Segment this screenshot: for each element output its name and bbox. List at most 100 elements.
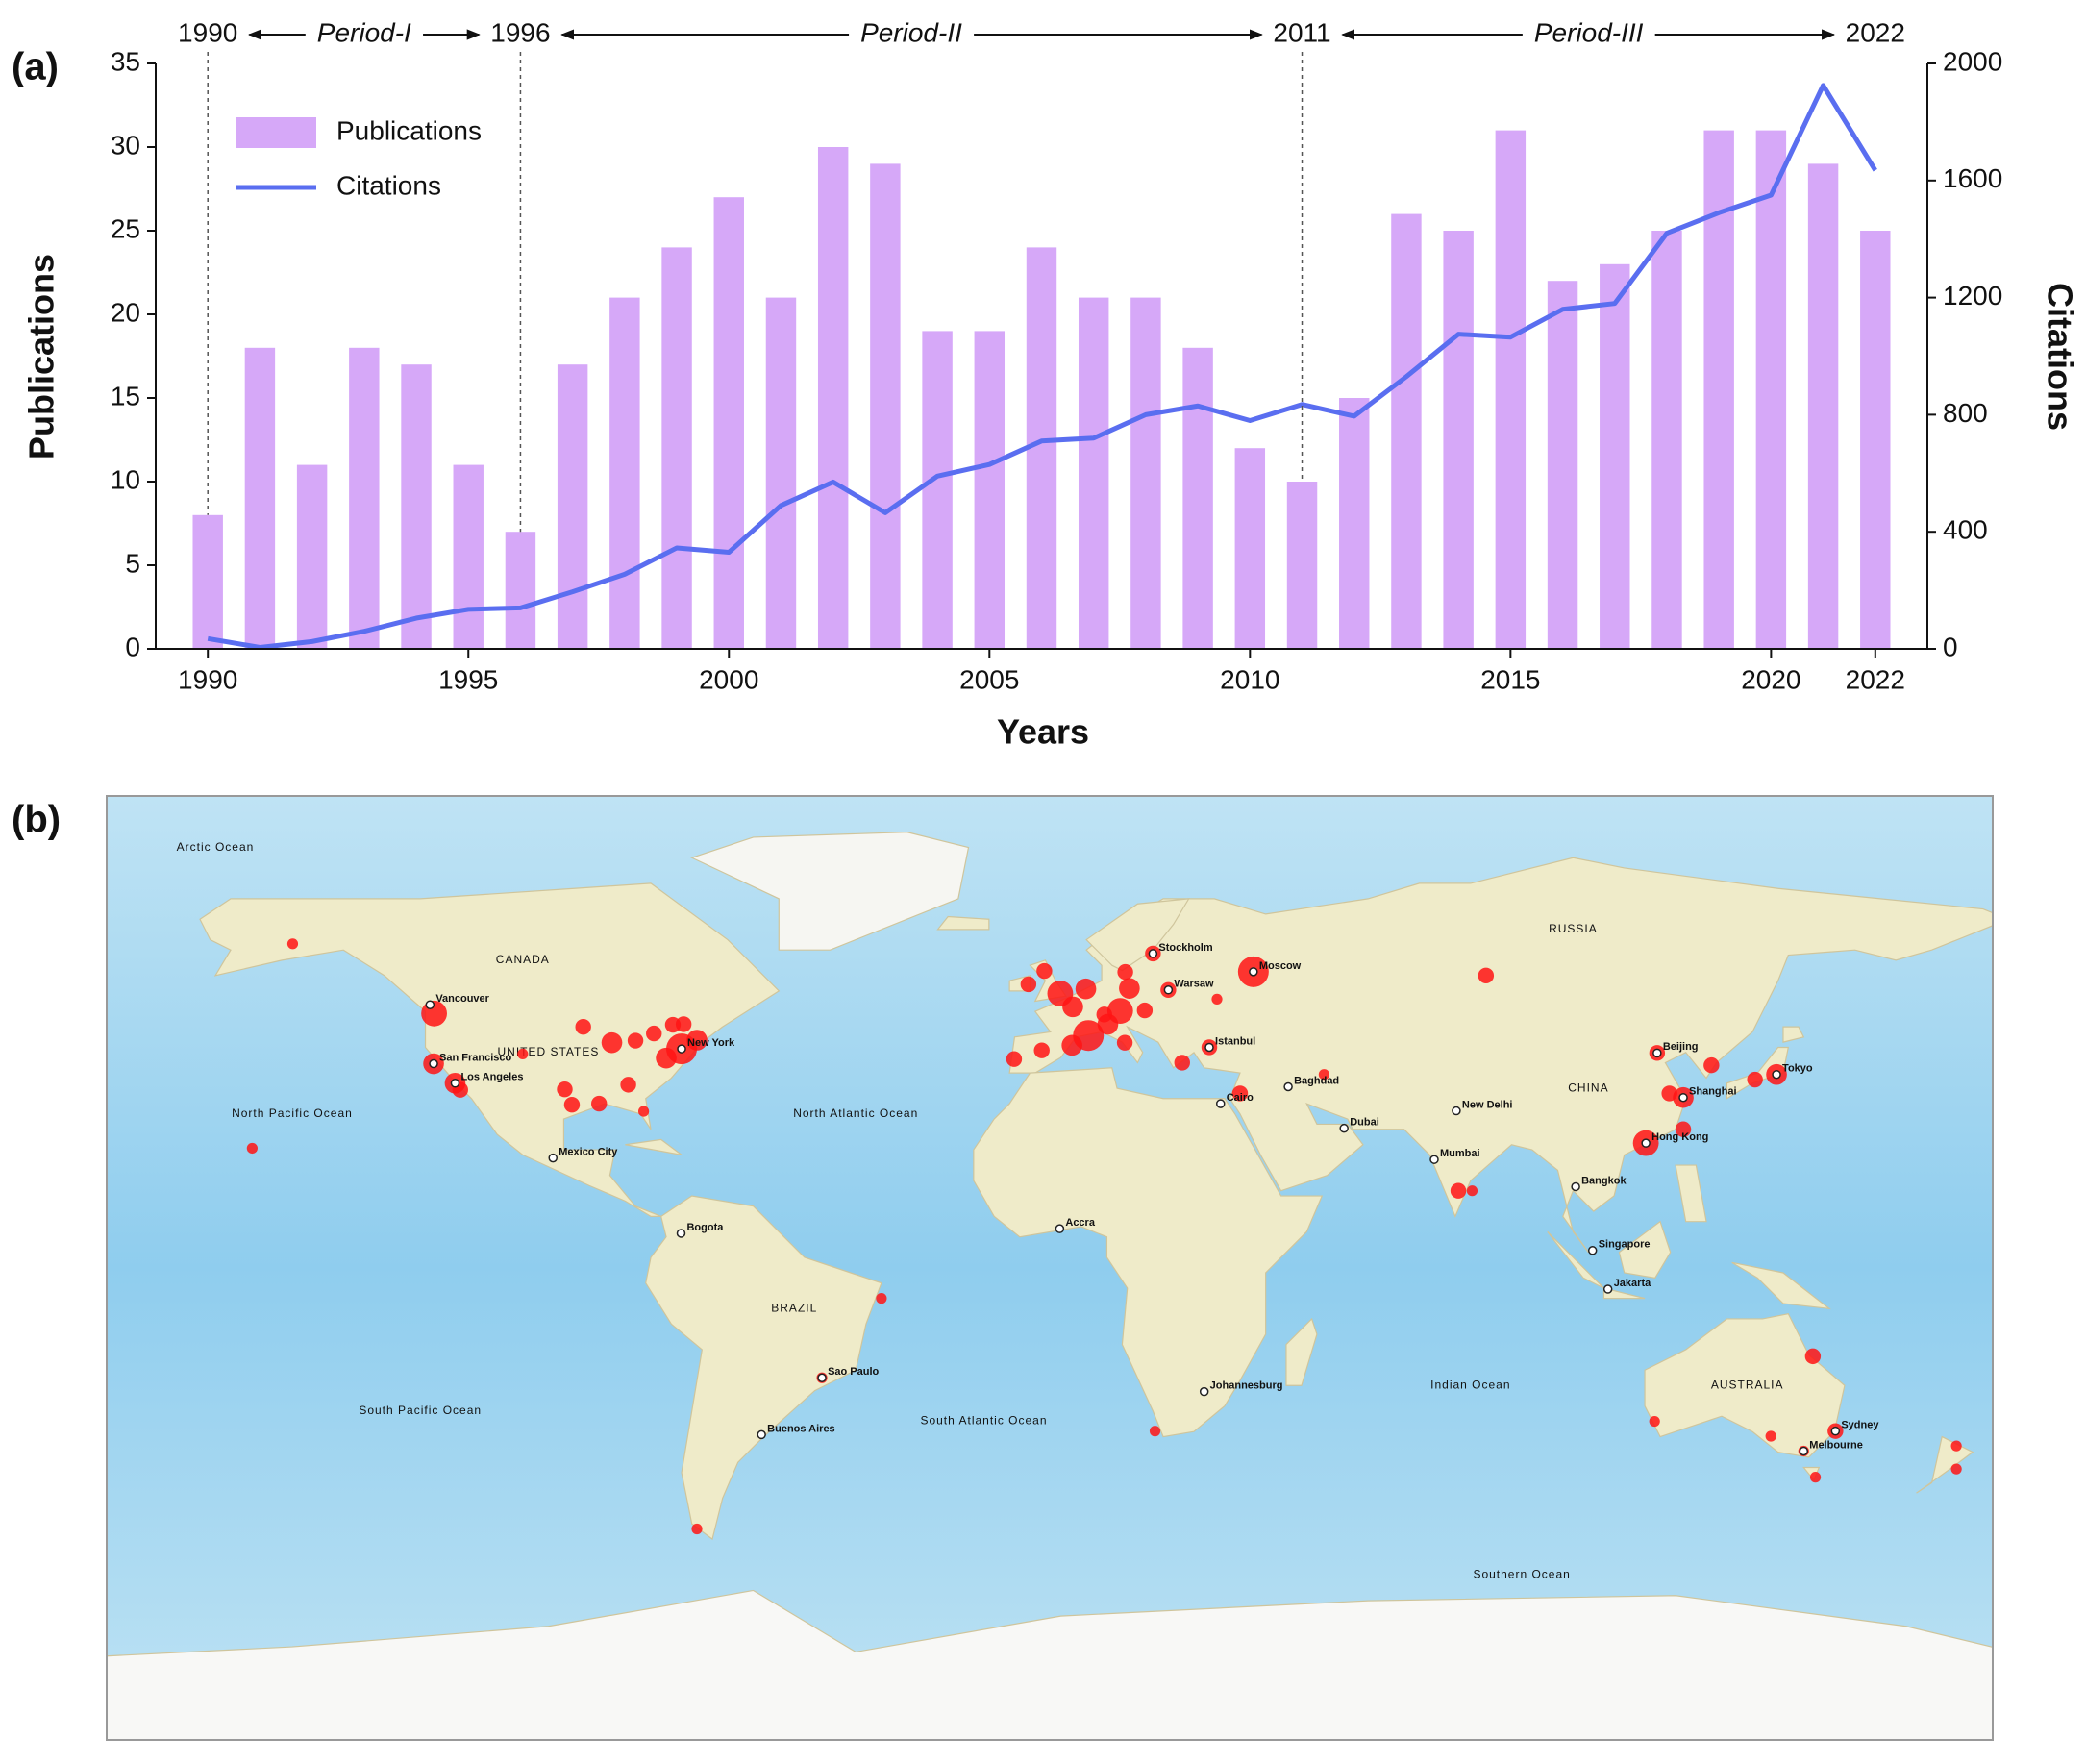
region-label: CHINA bbox=[1568, 1081, 1608, 1094]
city-label: Bogota bbox=[686, 1222, 724, 1233]
hotspot bbox=[876, 1293, 887, 1304]
city-label: Warsaw bbox=[1174, 979, 1214, 990]
city-label: Sydney bbox=[1841, 1420, 1879, 1431]
land bbox=[625, 1138, 683, 1155]
line bbox=[207, 83, 1877, 650]
city-label: Mumbai bbox=[1440, 1148, 1480, 1159]
land bbox=[645, 1195, 882, 1541]
city-label: Mexico City bbox=[559, 1147, 618, 1158]
city-marker bbox=[1830, 1426, 1841, 1436]
bar bbox=[453, 464, 484, 649]
ice bbox=[690, 832, 970, 951]
city-label: Johannesburg bbox=[1210, 1380, 1283, 1392]
bar bbox=[817, 147, 849, 649]
bar bbox=[661, 247, 692, 649]
region-label: UNITED STATES bbox=[497, 1045, 599, 1058]
hotspot bbox=[1478, 967, 1495, 984]
hotspot bbox=[1466, 1185, 1478, 1197]
city-marker bbox=[1652, 1048, 1662, 1058]
city-marker bbox=[817, 1373, 827, 1383]
hotspot bbox=[1096, 1006, 1112, 1023]
y-tick-label: 15 bbox=[111, 381, 140, 410]
bar bbox=[1182, 347, 1213, 649]
city-marker bbox=[1215, 1099, 1226, 1108]
region-label: Indian Ocean bbox=[1430, 1378, 1510, 1391]
hotspot bbox=[1950, 1440, 1962, 1452]
city-marker bbox=[450, 1079, 460, 1088]
bar bbox=[1443, 231, 1474, 649]
city-marker bbox=[1204, 1042, 1214, 1053]
hotspot bbox=[1149, 1426, 1161, 1437]
city-label: New York bbox=[687, 1037, 735, 1049]
bar bbox=[192, 514, 223, 649]
land bbox=[199, 882, 781, 1217]
land bbox=[973, 1067, 1324, 1438]
hotspot bbox=[1703, 1056, 1720, 1074]
bar bbox=[349, 347, 380, 649]
hotspot bbox=[1809, 1472, 1822, 1483]
y-tick-label: 10 bbox=[111, 464, 140, 494]
hotspot bbox=[601, 1031, 623, 1054]
city-label: Istanbul bbox=[1215, 1035, 1255, 1047]
bar bbox=[1286, 482, 1318, 649]
city-marker bbox=[1571, 1181, 1580, 1192]
y-tick-label: 20 bbox=[111, 297, 140, 327]
city-marker bbox=[1163, 985, 1174, 995]
x-tick-label: 2000 bbox=[699, 664, 758, 694]
bar bbox=[1860, 231, 1891, 649]
hotspot bbox=[1136, 1002, 1154, 1019]
region-label: RUSSIA bbox=[1549, 922, 1598, 935]
city-label: Accra bbox=[1065, 1217, 1095, 1229]
city-label: Tokyo bbox=[1782, 1063, 1813, 1075]
bar bbox=[1755, 130, 1787, 650]
bar bbox=[765, 297, 797, 649]
city-label: Melbourne bbox=[1809, 1439, 1863, 1451]
city-marker bbox=[677, 1044, 686, 1054]
bar bbox=[713, 197, 744, 649]
panel-label: (a) bbox=[12, 46, 59, 88]
y2-tick-label: 1200 bbox=[1943, 281, 2002, 311]
hotspot bbox=[627, 1032, 644, 1049]
land bbox=[936, 915, 990, 931]
land bbox=[1731, 1261, 1831, 1310]
bar bbox=[922, 331, 953, 649]
y-tick-label: 35 bbox=[111, 46, 140, 76]
bar bbox=[1600, 263, 1630, 649]
bar bbox=[1807, 163, 1839, 649]
bar bbox=[505, 532, 536, 649]
city-label: Bangkok bbox=[1581, 1175, 1627, 1186]
x-axis-title: Years bbox=[997, 712, 1089, 752]
land bbox=[1285, 1317, 1318, 1386]
hotspot bbox=[1950, 1463, 1962, 1475]
region-label: North Pacific Ocean bbox=[232, 1106, 353, 1120]
hotspot bbox=[1106, 998, 1133, 1025]
city-marker bbox=[548, 1153, 558, 1163]
region-label: AUSTRALIA bbox=[1711, 1378, 1784, 1391]
region-label: South Pacific Ocean bbox=[359, 1404, 482, 1417]
hotspot bbox=[591, 1095, 608, 1112]
city-label: New Delhi bbox=[1462, 1099, 1513, 1110]
hotspot bbox=[656, 1047, 677, 1069]
y2-axis-title: Citations bbox=[2040, 283, 2079, 431]
bar bbox=[401, 364, 432, 649]
land bbox=[1547, 1230, 1604, 1289]
y2-tick-label: 800 bbox=[1943, 398, 1988, 428]
city-label: Stockholm bbox=[1158, 942, 1212, 954]
land bbox=[1782, 1026, 1805, 1043]
city-marker bbox=[1148, 949, 1158, 958]
city-label: Cairo bbox=[1227, 1092, 1254, 1104]
city-marker bbox=[757, 1429, 766, 1440]
map: CANADA UNITED STATES BRAZIL RUSSIA CHINA AUST… bbox=[107, 832, 1993, 1740]
region-label: CANADA bbox=[496, 953, 550, 966]
city-label: Baghdad bbox=[1294, 1075, 1339, 1086]
y-tick-label: 0 bbox=[125, 632, 140, 661]
hotspot bbox=[246, 1142, 258, 1155]
bar bbox=[870, 163, 901, 649]
hotspot bbox=[637, 1106, 650, 1117]
hotspot bbox=[1804, 1348, 1822, 1365]
land bbox=[1675, 1164, 1707, 1223]
hotspot bbox=[563, 1096, 581, 1113]
hotspot bbox=[1062, 996, 1083, 1018]
city-marker bbox=[1055, 1224, 1065, 1233]
